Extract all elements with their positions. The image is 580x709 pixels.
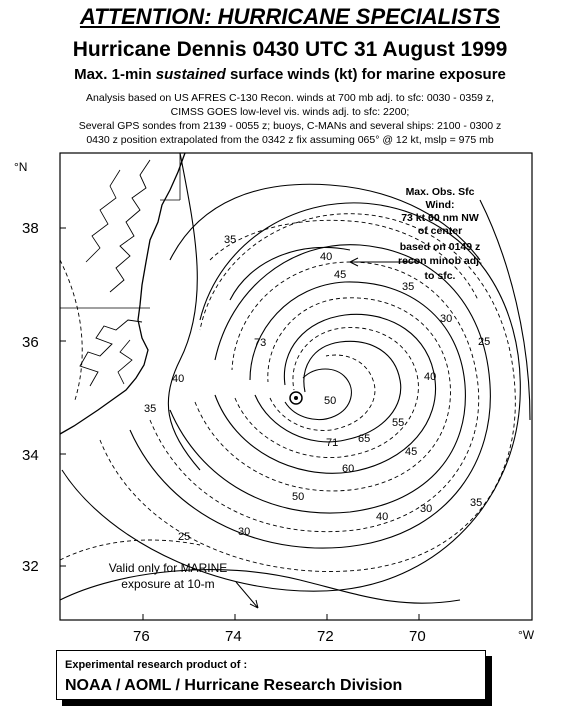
- lon-unit-label: °W: [518, 628, 535, 642]
- max-obs-line-3: 73 kt 60 nm NW: [401, 212, 479, 224]
- contour-northwest-arc: [167, 152, 201, 471]
- dashed-contour-4: [234, 327, 419, 458]
- lat-axis: °N 38 36 34 32: [14, 160, 66, 575]
- subtitle-italic: sustained: [155, 66, 226, 83]
- dashed-contour-6: [209, 219, 479, 301]
- contour-label-35: 35: [224, 234, 236, 246]
- inland-shoreline: [85, 169, 121, 263]
- analysis-line-4: 0430 z position extrapolated from the 03…: [86, 134, 494, 146]
- contour-label-35-northeast: 35: [402, 281, 414, 293]
- contour-ring-2: [129, 244, 491, 549]
- contour-spiral-northwest: [169, 183, 481, 261]
- chesapeake-shoreline: [109, 159, 151, 293]
- contour-spiral-north: [229, 246, 351, 301]
- contour-label-50: 50: [324, 395, 336, 407]
- coastline: [59, 152, 186, 435]
- lon-tick-76: 76: [133, 628, 150, 645]
- contour-label-71: 71: [326, 437, 338, 449]
- subtitle-post: surface winds (kt) for marine exposure: [225, 66, 506, 83]
- valid-note: Valid only for MARINE exposure at 10-m: [109, 561, 227, 591]
- contour-label-30-northeast: 30: [440, 313, 452, 325]
- max-obs-line-2: Wind:: [425, 199, 454, 211]
- lon-axis: 76 74 72 70 °W: [133, 614, 535, 645]
- storm-center-marker: [289, 391, 303, 405]
- solid-contours: [59, 152, 531, 604]
- subtitle-pre: Max. 1-min: [74, 66, 156, 83]
- contour-outer-ring: [61, 202, 521, 592]
- contour-label-45-east: 45: [405, 446, 417, 458]
- page-subtitle: Max. 1-min sustained surface winds (kt) …: [0, 66, 580, 83]
- lon-tick-70: 70: [409, 628, 426, 645]
- contour-ring-5: [254, 340, 402, 443]
- analysis-line-3: Several GPS sondes from 2139 - 0055 z; b…: [78, 120, 502, 132]
- lat-tick-34: 34: [22, 447, 39, 464]
- analysis-line-1: Analysis based on US AFRES C-130 Recon. …: [86, 92, 494, 104]
- max-obs-arrow: [349, 257, 420, 267]
- dashed-contour-5: [269, 354, 376, 431]
- contour-label-45: 45: [334, 269, 346, 281]
- max-obs-line-5: based on 0149 z: [400, 241, 481, 253]
- dashed-contour-1: [99, 213, 516, 572]
- lat-unit-label: °N: [14, 160, 27, 174]
- contour-label-40-west: 40: [172, 373, 184, 385]
- sound-shoreline-2: [117, 339, 133, 385]
- valid-note-arrow: [235, 581, 259, 609]
- lat-tick-36: 36: [22, 334, 39, 351]
- dashed-contour-2: [149, 261, 480, 533]
- footer-credit-intro: Experimental research product of :: [65, 659, 248, 671]
- contour-label-30: 30: [238, 526, 250, 538]
- lat-tick-32: 32: [22, 558, 39, 575]
- contour-east-arc: [479, 199, 531, 421]
- contour-label-35-east: 35: [470, 497, 482, 509]
- max-obs-note: Max. Obs. Sfc Wind: 73 kt 60 nm NW of ce…: [398, 186, 482, 282]
- sound-shoreline: [79, 319, 143, 387]
- contour-ring-4: [214, 313, 437, 474]
- dashed-contour-3: [194, 297, 451, 492]
- dashed-contour-8: [59, 259, 83, 401]
- attention-banner: ATTENTION: HURRICANE SPECIALISTS: [79, 4, 501, 29]
- storm-center-ring: [289, 391, 303, 405]
- map-frame: [59, 152, 533, 621]
- max-obs-line-4: of center: [418, 225, 462, 237]
- contour-label-40: 40: [320, 251, 332, 263]
- page-title: Hurricane Dennis 0430 UTC 31 August 1999: [72, 38, 508, 61]
- contour-label-73: 73: [254, 337, 266, 349]
- contour-ring-3: [169, 281, 466, 514]
- analysis-line-2: CIMSS GOES low-level vis. winds adj. to …: [170, 106, 410, 118]
- max-obs-line-7: to sfc.: [425, 270, 456, 282]
- dashed-contour-7: [59, 539, 201, 561]
- contour-label-35-west: 35: [144, 403, 156, 415]
- footer-organization: NOAA / AOML / Hurricane Research Divisio…: [65, 677, 403, 694]
- contour-label-40-east: 40: [424, 371, 436, 383]
- lat-tick-38: 38: [22, 220, 39, 237]
- contour-label-30-east: 30: [420, 503, 432, 515]
- valid-note-line-1: Valid only for MARINE: [109, 561, 227, 575]
- contour-label-40-south: 40: [376, 511, 388, 523]
- max-obs-line-6: recon minob adj.: [398, 255, 482, 267]
- contour-label-25-east: 25: [478, 336, 490, 348]
- lon-tick-72: 72: [317, 628, 334, 645]
- dashed-contours: [59, 213, 516, 572]
- lon-tick-74: 74: [225, 628, 242, 645]
- contour-label-60: 60: [342, 463, 354, 475]
- contour-south-arc: [59, 569, 461, 604]
- contour-labels: 25 30 35 40 45 50 55 60 65 71 73 35 30 5…: [144, 234, 490, 543]
- storm-center-dot: [294, 396, 298, 400]
- valid-note-line-2: exposure at 10-m: [121, 577, 214, 591]
- contour-label-25: 25: [178, 531, 190, 543]
- contour-label-50-south: 50: [292, 491, 304, 503]
- contour-label-65: 65: [358, 433, 370, 445]
- max-obs-line-1: Max. Obs. Sfc: [406, 186, 475, 198]
- footer-box: Experimental research product of : NOAA …: [56, 650, 486, 700]
- contour-inner-ring: [284, 368, 352, 420]
- contour-label-55: 55: [392, 417, 404, 429]
